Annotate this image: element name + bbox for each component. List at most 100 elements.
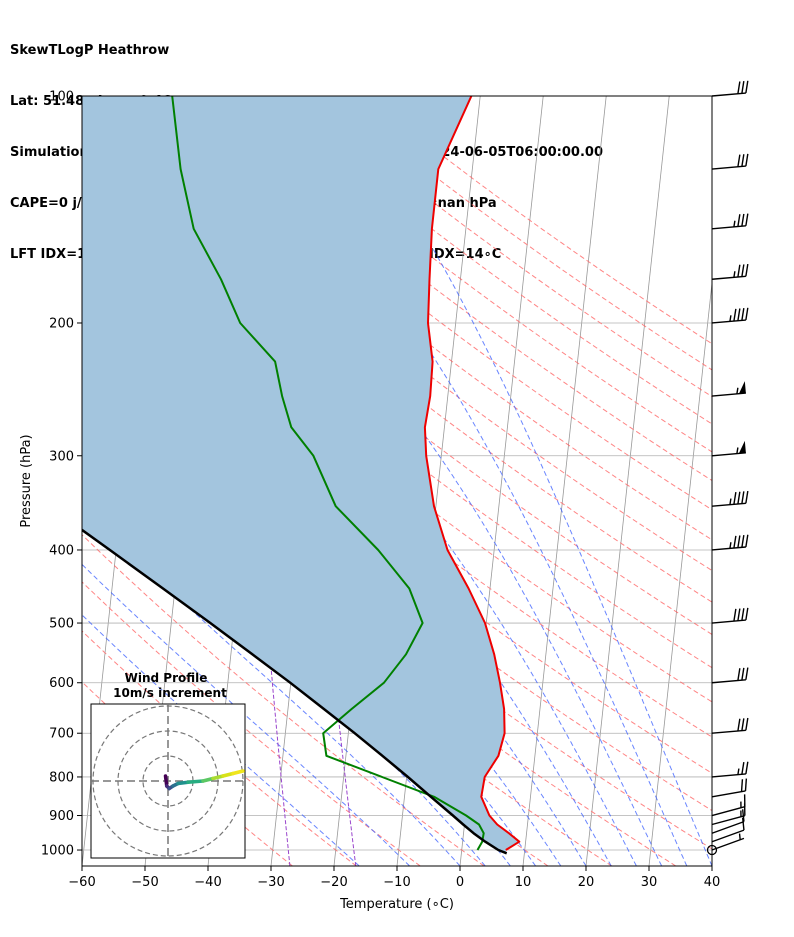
- barb-staff: [711, 225, 746, 230]
- barb-staff: [711, 829, 745, 843]
- x-tick-label: 40: [704, 875, 721, 890]
- x-tick-label: −50: [131, 875, 158, 890]
- x-tick-label: 20: [578, 875, 595, 890]
- barb-full: [741, 608, 745, 621]
- wind-barb: [711, 809, 745, 834]
- y-axis-ticks: 1000 900 800 700 600 500 400 300 200 100: [41, 90, 82, 859]
- y-tick-label: 900: [49, 809, 74, 824]
- barb-full: [745, 667, 749, 680]
- barb-staff: [711, 319, 746, 324]
- y-tick-label: 800: [49, 770, 74, 785]
- barb-full: [737, 491, 741, 505]
- barb-full: [737, 668, 741, 681]
- barb-full: [741, 667, 745, 681]
- x-tick-label: −30: [257, 875, 284, 890]
- barb-staff: [711, 820, 745, 834]
- barb-half: [737, 768, 740, 775]
- barb-full: [733, 308, 737, 322]
- wind-barb: [711, 817, 745, 843]
- barb-staff: [711, 837, 745, 851]
- barb-full: [737, 608, 741, 621]
- barb-full: [733, 608, 737, 622]
- x-tick-label: 0: [456, 875, 464, 890]
- profile-lines: [82, 96, 521, 855]
- wind-barb: [711, 263, 749, 280]
- wind-barb: [711, 213, 749, 230]
- inset-subtitle: 10m/s increment: [113, 686, 227, 700]
- moist-adiabat: [82, 506, 461, 866]
- x-tick-label: −10: [383, 875, 410, 890]
- dry-adiabat: [202, 96, 712, 482]
- barb-full: [741, 264, 745, 277]
- wind-barb: [711, 80, 749, 97]
- barb-full: [741, 762, 745, 775]
- dewpoint-line: [171, 96, 485, 851]
- wind-barb: [711, 778, 748, 798]
- moist-adiabat: [82, 563, 410, 866]
- barb-full: [745, 307, 749, 321]
- barb-half: [736, 387, 739, 394]
- x-tick-label: −40: [194, 875, 221, 890]
- wind-barb: [711, 381, 746, 397]
- barb-staff: [711, 619, 746, 624]
- barb-full: [733, 491, 737, 505]
- x-tick-label: −60: [68, 875, 95, 890]
- isotherm: [522, 96, 607, 866]
- barb-half: [729, 542, 732, 549]
- moist-adiabat: [329, 96, 712, 866]
- barb-half: [733, 220, 736, 227]
- moist-adiabat: [215, 96, 688, 866]
- wind-barb: [711, 717, 749, 734]
- wind-barb: [711, 667, 749, 684]
- x-tick-label: 10: [515, 875, 532, 890]
- y-tick-label: 1000: [41, 844, 74, 859]
- barb-flag: [738, 381, 746, 394]
- moist-adiabat: [82, 614, 360, 866]
- barb-staff: [711, 502, 746, 507]
- barb-staff: [711, 165, 746, 170]
- barb-full: [741, 718, 745, 731]
- barb-full: [741, 154, 745, 167]
- barb-full: [737, 81, 741, 94]
- barb-staff: [711, 546, 746, 551]
- wind-barb: [711, 153, 749, 170]
- isotherm: [711, 862, 712, 866]
- moist-adiabat: [109, 96, 663, 866]
- isotherm: [648, 279, 712, 866]
- barb-full: [741, 817, 745, 831]
- barb-staff: [711, 275, 746, 280]
- cape-cin-fill: [82, 96, 520, 854]
- x-tick-label: −20: [320, 875, 347, 890]
- barb-full: [745, 534, 749, 548]
- barb-staff: [711, 679, 746, 684]
- dry-adiabat: [82, 282, 712, 774]
- shaded-area: [82, 96, 520, 854]
- barb-staff: [711, 729, 746, 734]
- barb-full: [745, 490, 749, 504]
- barb-staff: [711, 790, 746, 798]
- y-tick-label: 500: [49, 617, 74, 632]
- y-tick-label: 700: [49, 727, 74, 742]
- barb-full: [737, 535, 741, 548]
- barb-full: [745, 213, 749, 226]
- wind-profile-inset: Wind Profile 10m/s increment: [90, 671, 246, 859]
- barb-full: [745, 607, 749, 621]
- barb-full: [740, 779, 744, 792]
- wind-barb: [711, 761, 749, 778]
- barb-full: [741, 308, 745, 321]
- barb-full: [741, 213, 745, 227]
- wind-barb: [711, 794, 746, 817]
- barb-half: [736, 447, 739, 454]
- dry-adiabat: [137, 96, 712, 541]
- barb-full: [744, 778, 748, 791]
- barb-staff: [711, 815, 746, 826]
- barb-full: [741, 81, 745, 94]
- wind-barb: [711, 534, 749, 551]
- barb-staff: [711, 806, 746, 817]
- barb-full: [741, 491, 745, 504]
- wind-barbs: [706, 80, 749, 856]
- barb-full: [745, 761, 749, 775]
- barb-full: [733, 535, 737, 549]
- wind-barb: [711, 440, 746, 457]
